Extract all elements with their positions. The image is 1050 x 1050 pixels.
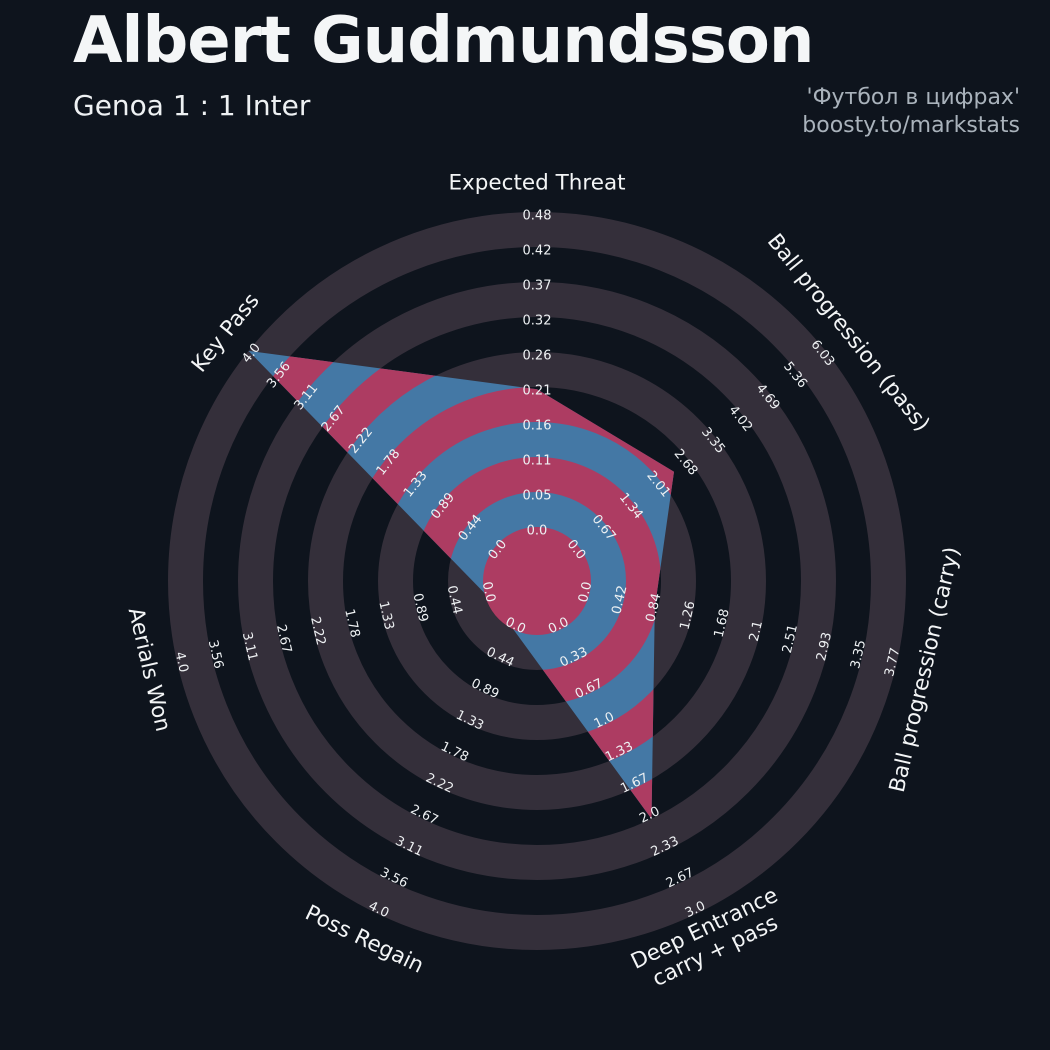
tick-label: 0.21 — [523, 384, 552, 399]
tick-label: 3.35 — [848, 639, 869, 671]
tick-label: 2.1 — [747, 619, 766, 643]
axis-label: Expected Threat — [448, 171, 625, 196]
tick-label: 0.42 — [523, 244, 552, 259]
radar-center-circle — [483, 527, 591, 635]
watermark-line2: boosty.to/markstats — [802, 113, 1020, 139]
tick-label: 0.16 — [523, 419, 552, 434]
radar-ring — [168, 212, 906, 950]
tick-label: 0.0 — [527, 524, 548, 539]
tick-label: 0.37 — [523, 279, 552, 294]
tick-label: 0.84 — [643, 592, 664, 624]
tick-label: 2.22 — [307, 615, 328, 647]
tick-label: 0.0 — [576, 580, 595, 604]
tick-label: 0.32 — [523, 314, 552, 329]
tick-label: 2.67 — [273, 623, 294, 655]
tick-label: 0.44 — [444, 584, 465, 616]
page-title: Albert Gudmundsson — [73, 4, 814, 78]
tick-label: 0.11 — [523, 454, 552, 469]
tick-label: 2.51 — [780, 623, 801, 655]
tick-label: 3.56 — [205, 639, 226, 671]
tick-label: 0.26 — [523, 349, 552, 364]
tick-label: 3.77 — [882, 646, 903, 678]
tick-label: 0.0 — [479, 580, 498, 604]
tick-label: 0.42 — [609, 584, 630, 616]
tick-label: 0.48 — [523, 209, 552, 224]
radar-ring — [308, 352, 766, 810]
tick-label: 0.89 — [409, 592, 430, 624]
tick-label: 1.33 — [375, 600, 396, 632]
watermark-line1: 'Футбол в цифрах' — [806, 85, 1020, 110]
tick-label: 1.68 — [712, 608, 733, 640]
header: Albert Gudmundsson Genoa 1 : 1 Inter — [73, 4, 814, 123]
watermark: 'Футбол в цифрах' boosty.to/markstats — [802, 84, 1020, 140]
radar-ring — [238, 282, 836, 880]
tick-label: 1.26 — [678, 600, 699, 632]
tick-label: 4.0 — [172, 650, 191, 674]
tick-label: 2.93 — [814, 631, 835, 663]
axis-label: Aerials Won — [123, 605, 176, 734]
tick-label: 1.78 — [341, 608, 362, 640]
match-score: Genoa 1 : 1 Inter — [73, 89, 311, 123]
tick-label: 0.05 — [523, 489, 552, 504]
tick-label: 3.11 — [239, 631, 260, 663]
